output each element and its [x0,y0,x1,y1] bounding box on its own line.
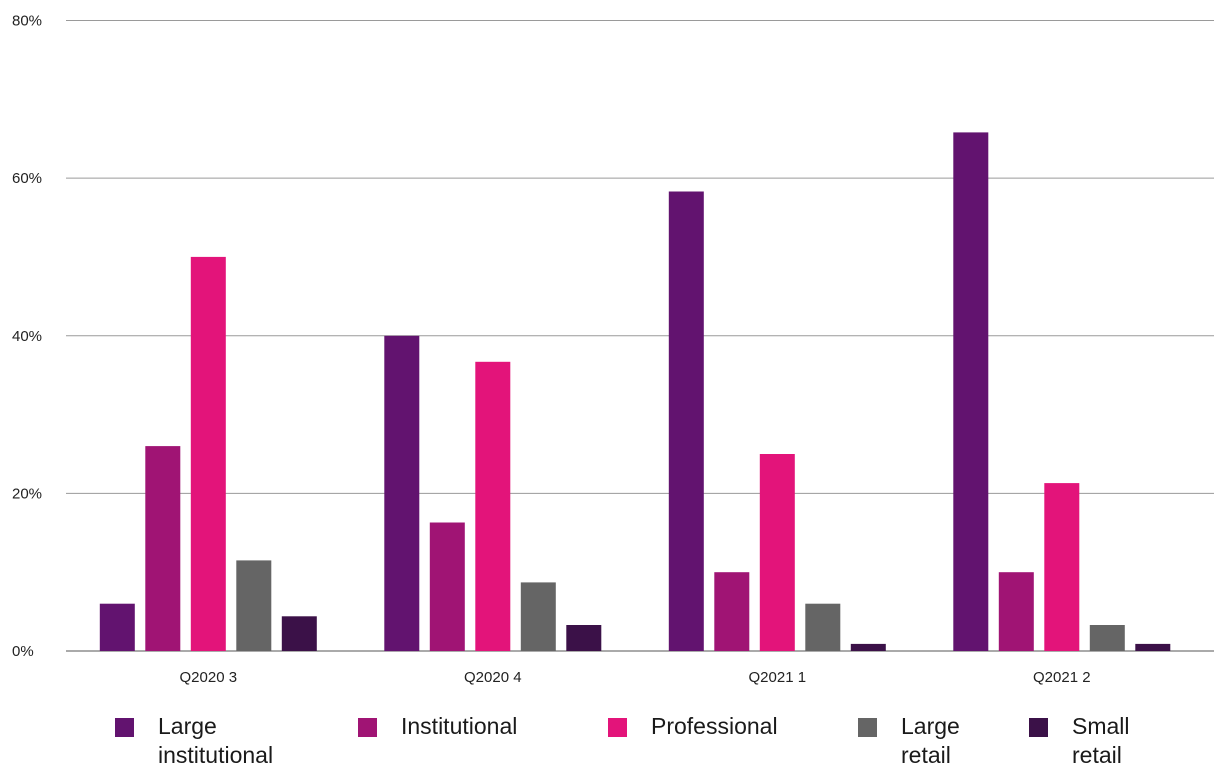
bar [668,191,704,651]
x-tick-label: Q2021 2 [1033,669,1091,686]
gridlines [66,20,1214,652]
x-axis-tick-labels: Q2020 3 Q2020 4 Q2021 1 Q2021 2 [180,669,1091,686]
bar [384,335,420,652]
y-tick-label: 60% [12,170,42,187]
x-tick-label: Q2020 3 [180,669,238,686]
bar [714,572,750,651]
bar [520,582,556,651]
bar [1044,483,1080,651]
bar [850,643,886,651]
y-tick-label: 0% [12,643,34,660]
legend-item: Large retail [858,712,978,770]
legend-item: Large institutional [115,712,305,770]
legend-item: Small retail [1029,712,1149,770]
legend-label: Large institutional [158,713,274,768]
legend-swatch [1029,718,1048,737]
bar [236,560,272,651]
bar [805,603,841,651]
x-tick-label: Q2021 1 [749,669,807,686]
legend-label: Institutional [401,713,518,739]
legend-label: Large retail [901,713,960,768]
bar [1135,643,1171,651]
y-tick-label: 20% [12,485,42,502]
bar [998,572,1034,651]
bar [566,625,602,651]
legend-label: Small retail [1072,713,1130,768]
bar [281,616,317,651]
bars [99,132,1171,652]
y-tick-label: 80% [12,13,42,30]
bar [953,132,989,651]
legend-swatch [115,718,134,737]
legend-swatch [358,718,377,737]
bar [145,446,181,651]
legend-item: Institutional [358,712,558,741]
legend-swatch [858,718,877,737]
bar [1089,625,1125,651]
bar [475,361,511,651]
legend-item: Professional [608,712,808,741]
bar [99,603,135,651]
x-tick-label: Q2020 4 [464,669,522,686]
bar [429,522,465,651]
bar [759,454,795,651]
y-tick-label: 40% [12,328,42,345]
legend-swatch [608,718,627,737]
y-axis-tick-labels: 0% 20% 40% 60% 80% [12,13,42,661]
bar-chart: 0%20%40%60%80% Q2020 3 Q2020 4 Q2021 1 Q202… [12,13,1214,686]
legend: Large institutional Institutional Professi… [0,712,1214,773]
bar [190,256,226,651]
legend-label: Professional [651,713,778,739]
